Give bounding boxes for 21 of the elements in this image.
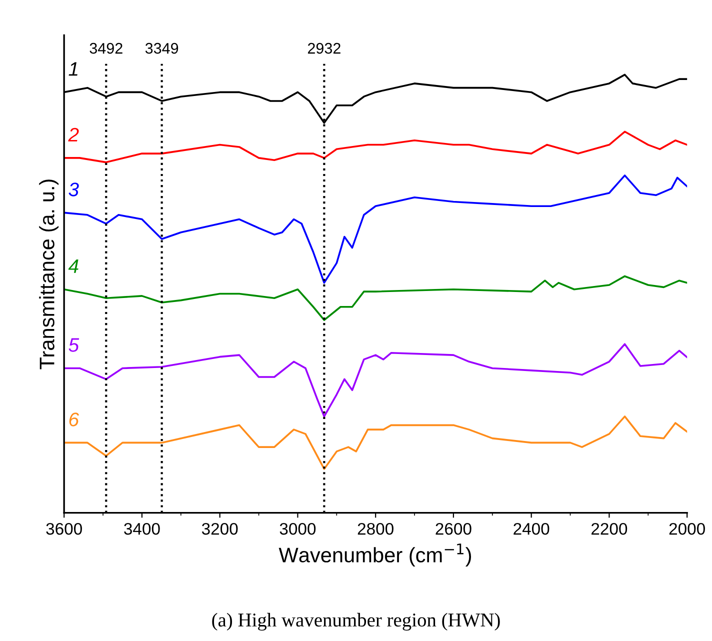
series-label: 4 — [68, 259, 78, 273]
ref-line-label: 2932 — [308, 42, 340, 54]
ref-line-label: 3349 — [145, 42, 178, 54]
series-label: 6 — [69, 412, 80, 426]
x-tick-label: 2000 — [669, 522, 705, 535]
series-label: 2 — [68, 128, 79, 142]
ref-line-label: 3492 — [90, 42, 122, 54]
text: (a) High wavenumber region (HWN) — [212, 612, 500, 631]
x-tick-label: 2400 — [514, 522, 550, 535]
series-label: 5 — [68, 338, 80, 352]
series-label: 1 — [68, 62, 78, 76]
x-tick-label: 3200 — [202, 522, 238, 535]
x-tick-label: 2600 — [436, 522, 472, 535]
series-label: 3 — [68, 182, 79, 196]
x-tick-label: 2200 — [592, 522, 628, 535]
x-axis-title: Wavenumber (cm$^{−1}$) — [278, 544, 472, 567]
y-axis-title: Transmittance (a. u.) — [39, 180, 59, 370]
x-tick-label: 3600 — [46, 522, 82, 535]
x-tick-label: 3000 — [280, 522, 316, 535]
x-tick-label: 3400 — [124, 522, 160, 535]
x-tick-label: 2800 — [358, 522, 394, 535]
